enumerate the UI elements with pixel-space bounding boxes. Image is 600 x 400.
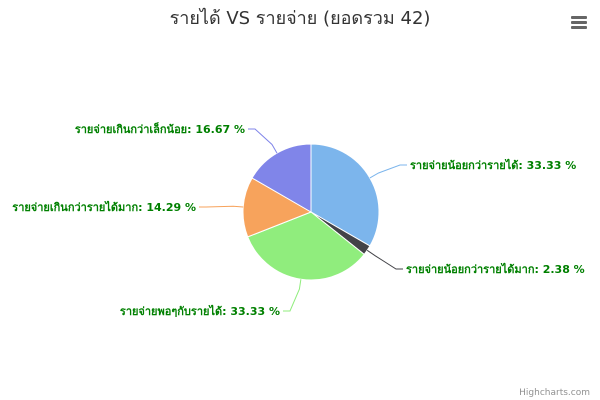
label-connector [369,164,407,179]
data-label: รายจ่ายพอๆกับรายได้: 33.33 % [120,304,280,318]
hamburger-menu-icon[interactable] [570,15,588,31]
label-connector [199,205,244,208]
label-connector [366,249,403,270]
data-label: รายจ่ายเกินกว่ารายได้มาก: 14.29 % [12,200,196,214]
data-label: รายจ่ายเกินกว่าเล็กน้อย: 16.67 % [75,122,245,136]
data-label: รายจ่ายน้อยกว่ารายได้: 33.33 % [410,158,576,172]
label-connector [283,279,302,312]
data-label: รายจ่ายน้อยกว่ารายได้มาก: 2.38 % [406,262,585,276]
chart-title: รายได้ VS รายจ่าย (ยอดรวม 42) [170,7,431,29]
credits-link[interactable]: Highcharts.com [519,388,590,398]
label-connector [248,128,278,154]
pie-slices [242,143,380,281]
pie-slice[interactable] [242,177,313,238]
data-labels: รายจ่ายน้อยกว่ารายได้: 33.33 % รายจ่ายน้อ… [12,122,584,318]
pie-slice[interactable] [247,211,365,281]
pie-slice[interactable] [310,143,380,247]
label-connectors [199,128,407,312]
pie-slice[interactable] [251,143,312,213]
